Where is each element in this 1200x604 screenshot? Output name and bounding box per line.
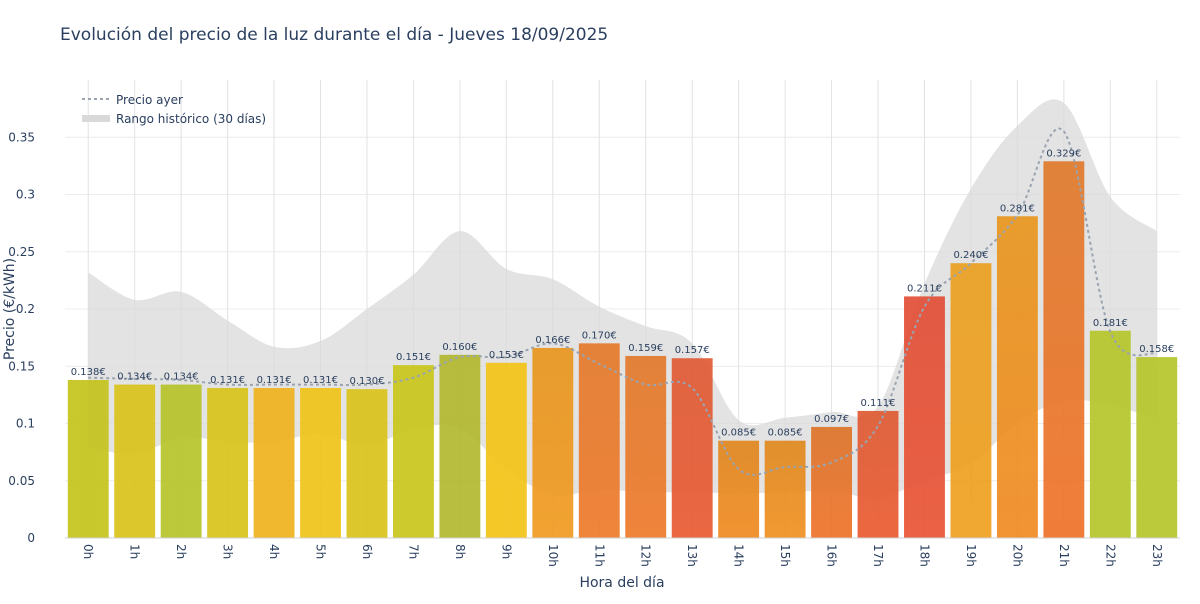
value-label: 0.097€ (814, 414, 849, 425)
value-label: 0.211€ (907, 283, 942, 294)
x-tick-label: 4h (267, 544, 281, 559)
bar-6h (346, 389, 388, 538)
bar-15h (764, 440, 806, 538)
value-label: 0.160€ (442, 342, 477, 353)
value-label: 0.131€ (303, 375, 338, 386)
x-tick-label: 5h (314, 544, 328, 559)
y-tick-label: 0.15 (8, 359, 35, 373)
bar-18h (904, 296, 945, 538)
legend-label-range[interactable]: Rango histórico (30 días) (116, 112, 266, 126)
value-label: 0.134€ (117, 372, 152, 383)
x-tick-label: 15h (778, 544, 792, 567)
value-label: 0.159€ (628, 343, 663, 354)
x-tick-label: 12h (639, 544, 653, 567)
historic-range-band (88, 99, 1157, 499)
value-label: 0.170€ (582, 330, 617, 341)
value-label: 0.131€ (210, 375, 245, 386)
bar-8h (439, 354, 481, 538)
x-tick-label: 6h (360, 544, 374, 559)
value-label: 0.151€ (396, 352, 431, 363)
value-label: 0.240€ (953, 250, 988, 261)
bar-5h (300, 388, 341, 538)
bar-20h (996, 216, 1038, 538)
x-tick-label: 13h (685, 544, 699, 567)
value-label: 0.281€ (1000, 203, 1035, 214)
bar-21h (1043, 161, 1085, 539)
bar-10h (532, 347, 574, 538)
x-tick-label: 0h (81, 544, 95, 559)
bar-13h (671, 358, 713, 538)
value-label: 0.157€ (675, 345, 710, 356)
y-tick-label: 0.35 (8, 130, 35, 144)
y-tick-label: 0.3 (16, 188, 35, 202)
bar-9h (485, 362, 527, 538)
axes: 0 0.05 0.1 0.15 0.2 0.25 0.3 0.35 0h 1h 2h 3h 4h 5h 6h… (8, 130, 1180, 567)
legend-label-yesterday[interactable]: Precio ayer (116, 93, 183, 107)
value-label: 0.131€ (257, 375, 292, 386)
bar-19h (950, 263, 992, 538)
x-tick-label: 20h (1010, 544, 1024, 567)
x-tick-label: 16h (825, 544, 839, 567)
value-label: 0.134€ (164, 372, 199, 383)
y-tick-label: 0.05 (8, 474, 35, 488)
value-label: 0.111€ (861, 398, 896, 409)
value-label: 0.130€ (349, 376, 384, 387)
y-tick-label: 0.2 (16, 302, 35, 316)
x-tick-label: 3h (221, 544, 235, 559)
y-tick-label: 0 (27, 531, 35, 545)
value-label: 0.153€ (489, 350, 524, 361)
x-tick-label: 10h (546, 544, 560, 567)
x-tick-label: 9h (499, 544, 513, 559)
x-tick-label: 17h (871, 544, 885, 567)
chart-title: Evolución del precio de la luz durante e… (60, 25, 608, 45)
value-label: 0.085€ (768, 428, 803, 439)
x-tick-label: 7h (406, 544, 420, 559)
x-tick-label: 11h (592, 544, 606, 567)
x-tick-label: 14h (732, 544, 746, 567)
x-axis-title: Hora del día (579, 575, 664, 591)
legend[interactable]: Precio ayer Rango histórico (30 días) (82, 93, 266, 126)
bar-11h (578, 343, 620, 538)
value-label: 0.085€ (721, 428, 756, 439)
value-label: 0.158€ (1139, 344, 1174, 355)
bars (67, 161, 1178, 539)
x-tick-label: 23h (1150, 544, 1164, 567)
bar-22h (1089, 330, 1131, 538)
bar-3h (207, 388, 249, 538)
x-tick-label: 1h (128, 544, 142, 559)
bar-0h (67, 379, 109, 538)
legend-band-swatch (82, 115, 110, 122)
historic-range-area (88, 99, 1157, 499)
x-tick-label: 18h (917, 544, 931, 567)
x-tick-label: 21h (1057, 544, 1071, 567)
bar-12h (625, 355, 667, 538)
bar-23h (1136, 357, 1178, 538)
value-label: 0.181€ (1093, 318, 1128, 329)
x-tick-label: 2h (174, 544, 188, 559)
x-tick-label: 19h (964, 544, 978, 567)
y-axis-title: Precio (€/kWh) (2, 258, 18, 360)
value-labels: 0.138€ 0.134€ 0.134€ 0.131€ 0.131€ 0.131€ 0.13… (71, 148, 1175, 438)
x-tick-label: 8h (453, 544, 467, 559)
x-tick-label: 22h (1103, 544, 1117, 567)
bar-17h (857, 410, 899, 538)
bar-2h (160, 384, 202, 538)
bar-7h (392, 365, 434, 538)
y-tick-label: 0.1 (16, 417, 35, 431)
y-tick-label: 0.25 (8, 245, 35, 259)
bar-14h (718, 440, 760, 538)
bar-4h (253, 388, 295, 538)
bar-1h (114, 384, 156, 538)
value-label: 0.329€ (1046, 148, 1081, 159)
value-label: 0.166€ (535, 335, 570, 346)
bar-16h (811, 426, 853, 538)
value-label: 0.138€ (71, 367, 106, 378)
